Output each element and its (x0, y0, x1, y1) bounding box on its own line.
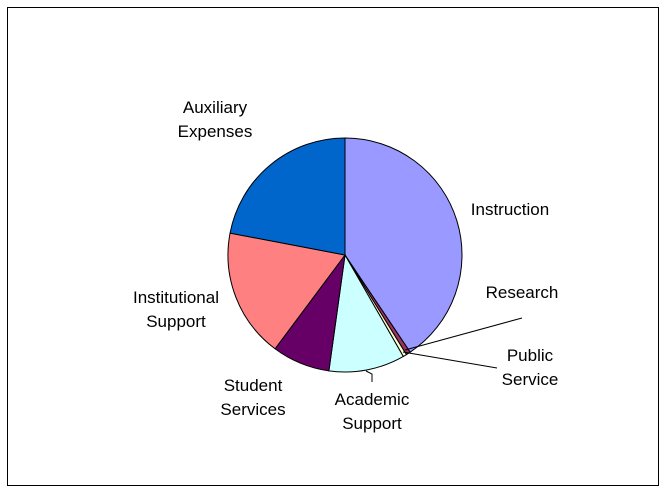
slice-label: Instruction (470, 200, 550, 219)
leader-line (404, 317, 523, 351)
slice-label: Academic Support (334, 390, 410, 433)
leader-line (402, 351, 498, 369)
chart-frame (7, 7, 659, 486)
slice-label: Research (485, 283, 559, 302)
slice-label: Public Service (501, 346, 559, 389)
pie-slice (344, 137, 463, 353)
pie-slice (227, 232, 346, 350)
leader-line (365, 370, 373, 382)
pie-slice (328, 253, 404, 373)
slice-label: Institutional Support (133, 288, 219, 331)
slice-label: Student Services (220, 376, 286, 419)
slice-label: Auxiliary Expenses (177, 98, 253, 141)
pie-slice (229, 137, 346, 256)
